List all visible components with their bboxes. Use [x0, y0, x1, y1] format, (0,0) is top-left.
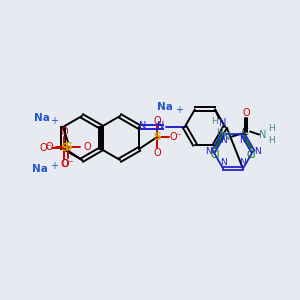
Text: S: S	[60, 143, 68, 153]
Text: O: O	[242, 107, 250, 118]
Text: O⁻: O⁻	[61, 159, 74, 169]
Text: N: N	[260, 130, 267, 140]
Text: C: C	[242, 127, 248, 136]
Text: O: O	[60, 159, 68, 169]
Text: O: O	[60, 127, 68, 137]
Text: Cl: Cl	[210, 150, 220, 160]
Text: Na: Na	[32, 164, 48, 174]
Text: N: N	[254, 147, 261, 156]
Text: N: N	[219, 118, 227, 128]
Text: H: H	[268, 136, 274, 145]
Text: +: +	[50, 161, 58, 171]
Text: +: +	[50, 116, 58, 126]
Text: N: N	[240, 158, 246, 167]
Text: N: N	[220, 136, 226, 145]
Text: N: N	[240, 136, 246, 145]
Text: O: O	[153, 116, 161, 126]
Text: N: N	[158, 121, 165, 131]
Text: O: O	[153, 148, 161, 158]
Text: H: H	[216, 128, 223, 137]
Text: H: H	[211, 117, 218, 126]
Text: O: O	[83, 142, 91, 152]
Text: O: O	[45, 142, 53, 152]
Text: +: +	[175, 105, 183, 115]
Text: O⁻: O⁻	[170, 132, 182, 142]
Text: N: N	[205, 147, 212, 156]
Text: Na: Na	[34, 113, 50, 123]
Text: S: S	[153, 132, 161, 142]
Text: Cl: Cl	[246, 150, 256, 160]
Text: H: H	[268, 124, 274, 133]
Text: N: N	[224, 131, 231, 142]
Text: S: S	[64, 142, 72, 152]
Text: Na: Na	[157, 102, 173, 112]
Text: O⁻: O⁻	[40, 143, 52, 153]
Text: N: N	[220, 158, 226, 167]
Text: N: N	[140, 121, 147, 131]
